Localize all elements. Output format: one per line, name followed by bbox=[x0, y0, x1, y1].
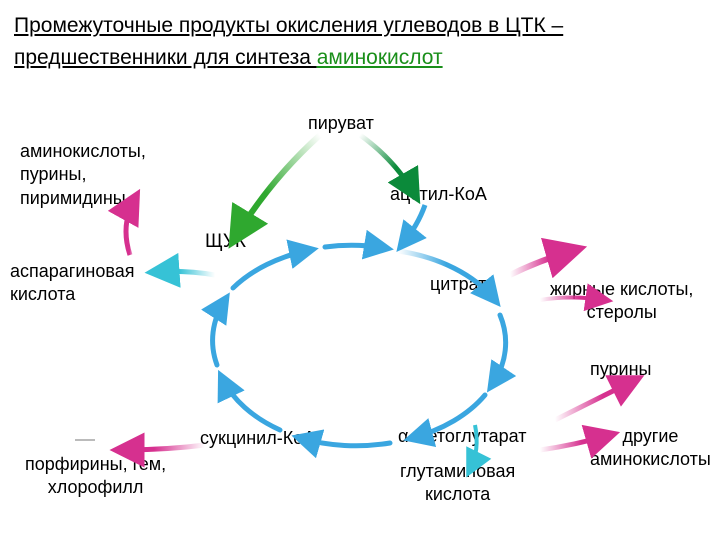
label-purines: пурины bbox=[590, 358, 652, 381]
label-citrate: цитрат bbox=[430, 273, 486, 296]
label-aspartate: аспарагиноваякислота bbox=[10, 260, 134, 307]
page-title: Промежуточные продукты окисления углевод… bbox=[14, 10, 563, 73]
label-other-aa: другиеаминокислоты bbox=[590, 425, 711, 472]
label-pyruvate: пируват bbox=[308, 112, 374, 135]
arrow-pyruvate-oaa bbox=[235, 135, 320, 238]
arrow-glu-purines bbox=[555, 380, 635, 420]
title-green: аминокислот bbox=[317, 46, 443, 69]
arrow-oaa-asp bbox=[155, 271, 215, 275]
arrow-citrate-fa bbox=[510, 250, 575, 275]
label-succinyl: сукцинил-КоА bbox=[200, 427, 315, 450]
arrow-acetyl-cycle bbox=[402, 205, 425, 245]
label-akg: α- кетоглутарат bbox=[398, 425, 527, 448]
title-line1: Промежуточные продукты окисления углевод… bbox=[14, 14, 563, 37]
title-line2: предшественники для синтеза bbox=[14, 46, 317, 69]
arrow-succ-porph bbox=[120, 445, 205, 450]
label-glutamate: глутаминоваякислота bbox=[400, 460, 515, 507]
label-fatty-sterols: жирные кислоты,стеролы bbox=[550, 278, 693, 325]
label-acetyl-coa: ацетил-КоА bbox=[390, 183, 487, 206]
label-porphyrins: порфирины, гем,хлорофилл bbox=[25, 453, 166, 500]
label-amino-purines: аминокислоты,пурины,пиримидины bbox=[20, 140, 146, 210]
label-oaa: ЩУК bbox=[205, 230, 246, 255]
